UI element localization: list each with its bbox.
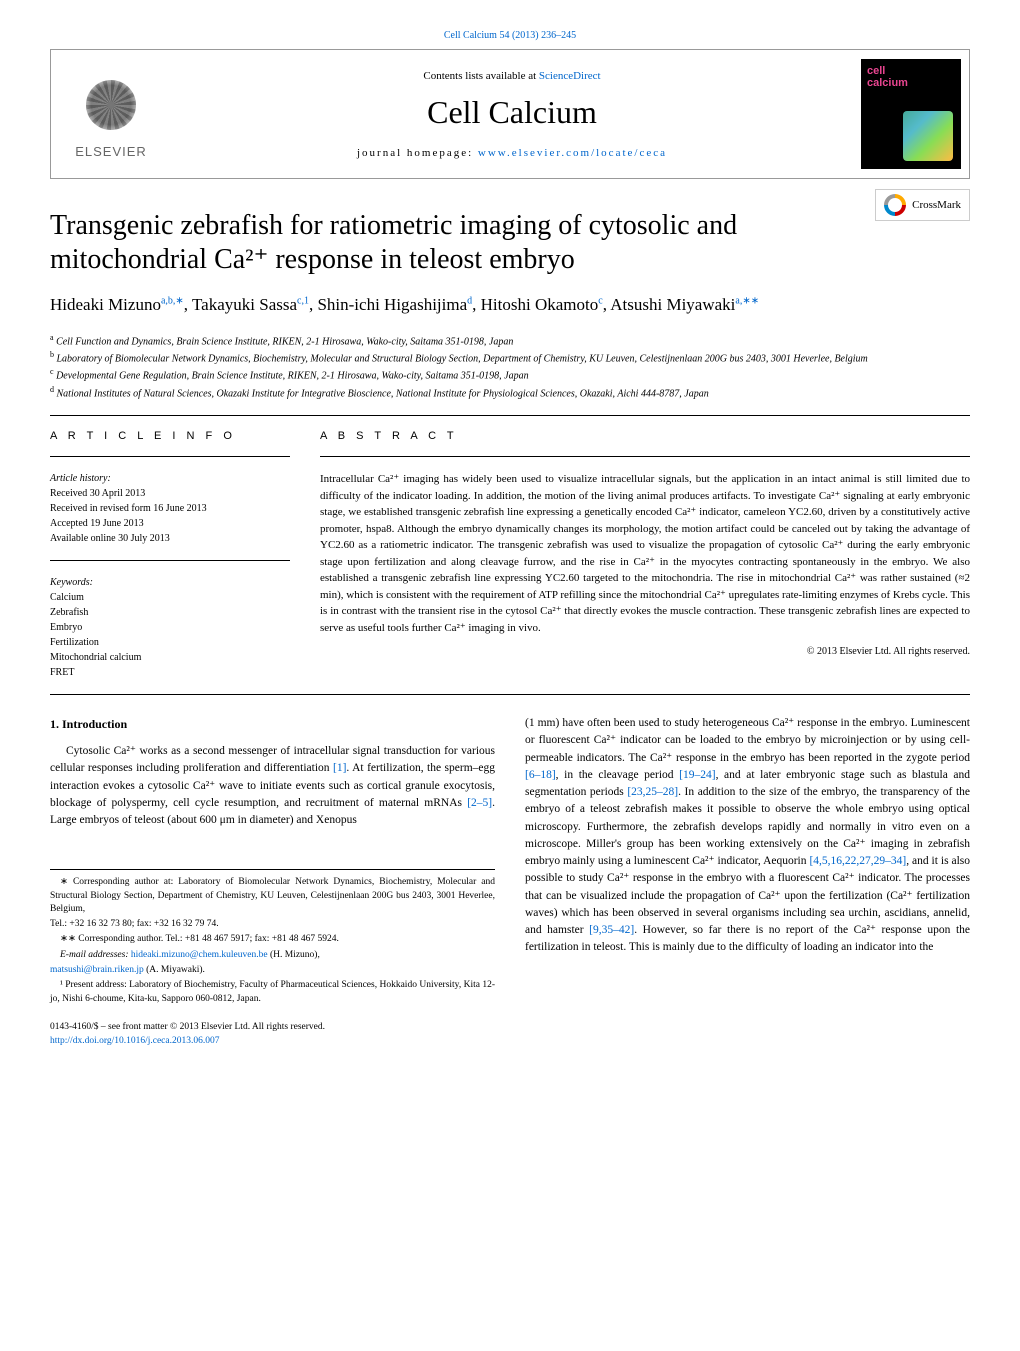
keyword-5: FRET: [50, 665, 290, 680]
keyword-2: Embryo: [50, 620, 290, 635]
footnote-emails: E-mail addresses: hideaki.mizuno@chem.ku…: [50, 949, 495, 962]
ref-link-6[interactable]: [4,5,16,22,27,29–34]: [809, 855, 906, 867]
ref-link-7[interactable]: [9,35–42]: [589, 924, 634, 936]
column-left: 1. Introduction Cytosolic Ca²⁺ works as …: [50, 715, 495, 1048]
ref-link-4[interactable]: [19–24]: [679, 769, 715, 781]
email-name-1: (H. Mizuno),: [268, 950, 320, 960]
cover-text1: cell: [867, 65, 885, 77]
accepted-date: Accepted 19 June 2013: [50, 516, 290, 531]
affiliation-a: a Cell Function and Dynamics, Brain Scie…: [50, 332, 970, 349]
intro-heading: 1. Introduction: [50, 715, 495, 733]
journal-citation[interactable]: Cell Calcium 54 (2013) 236–245: [50, 30, 970, 41]
affiliations: a Cell Function and Dynamics, Brain Scie…: [50, 332, 970, 401]
crossmark-label: CrossMark: [912, 199, 961, 211]
intro-paragraph-1: Cytosolic Ca²⁺ works as a second messeng…: [50, 743, 495, 829]
copyright: © 2013 Elsevier Ltd. All rights reserved…: [320, 646, 970, 657]
keyword-0: Calcium: [50, 590, 290, 605]
elsevier-label: ELSEVIER: [75, 144, 147, 159]
email-link-1[interactable]: hideaki.mizuno@chem.kuleuven.be: [131, 950, 268, 960]
cover-image: [903, 111, 953, 161]
abstract-text: Intracellular Ca²⁺ imaging has widely be…: [320, 471, 970, 636]
keyword-3: Fertilization: [50, 635, 290, 650]
article-info: A R T I C L E I N F O Article history: R…: [50, 430, 290, 680]
abstract: A B S T R A C T Intracellular Ca²⁺ imagi…: [320, 430, 970, 680]
footnote-present: ¹ Present address: Laboratory of Biochem…: [50, 979, 495, 1006]
intro-text-2b: , in the cleavage period: [556, 769, 679, 781]
history-label: Article history:: [50, 471, 290, 486]
author-1-sup: a,b,∗: [161, 296, 184, 307]
divider: [50, 456, 290, 457]
article-dates: Article history: Received 30 April 2013 …: [50, 471, 290, 546]
doi-link[interactable]: http://dx.doi.org/10.1016/j.ceca.2013.06…: [50, 1036, 220, 1046]
ref-link-3[interactable]: [6–18]: [525, 769, 556, 781]
author-4: , Hitoshi Okamoto: [472, 295, 598, 314]
keywords-label: Keywords:: [50, 575, 290, 590]
issn-line: 0143-4160/$ – see front matter © 2013 El…: [50, 1020, 495, 1034]
intro-paragraph-2: (1 mm) have often been used to study het…: [525, 715, 970, 957]
bottom-meta: 0143-4160/$ – see front matter © 2013 El…: [50, 1020, 495, 1049]
abstract-heading: A B S T R A C T: [320, 430, 970, 442]
footnote-email2: matsushi@brain.riken.jp (A. Miyawaki).: [50, 964, 495, 977]
homepage-label: journal homepage:: [357, 147, 478, 159]
keywords: Keywords: Calcium Zebrafish Embryo Ferti…: [50, 575, 290, 680]
affiliation-c: c Developmental Gene Regulation, Brain S…: [50, 366, 970, 383]
email-name-2: (A. Miyawaki).: [144, 965, 205, 975]
journal-title: Cell Calcium: [181, 94, 843, 131]
homepage-link[interactable]: www.elsevier.com/locate/ceca: [478, 147, 667, 159]
intro-text-2a: (1 mm) have often been used to study het…: [525, 717, 970, 764]
crossmark-icon: [884, 194, 906, 216]
cover-title: cellcalcium: [867, 65, 955, 89]
column-right: (1 mm) have often been used to study het…: [525, 715, 970, 1048]
divider: [320, 456, 970, 457]
footnote-tel1: Tel.: +32 16 32 73 80; fax: +32 16 32 79…: [50, 918, 495, 931]
elsevier-logo: ELSEVIER: [51, 50, 171, 178]
divider: [50, 560, 290, 561]
author-2: , Takayuki Sassa: [184, 295, 297, 314]
sciencedirect-link[interactable]: ScienceDirect: [539, 70, 601, 82]
elsevier-tree-icon: [76, 70, 146, 140]
author-3: , Shin-ichi Higashijima: [309, 295, 467, 314]
footnotes: ∗ Corresponding author at: Laboratory of…: [50, 869, 495, 1006]
affiliation-b: b Laboratory of Biomolecular Network Dyn…: [50, 349, 970, 366]
contents-available: Contents lists available at ScienceDirec…: [181, 70, 843, 82]
author-5-sup: a,∗∗: [735, 296, 759, 307]
footnote-corr2: ∗∗ Corresponding author. Tel.: +81 48 46…: [50, 933, 495, 946]
body-content: 1. Introduction Cytosolic Ca²⁺ works as …: [50, 715, 970, 1048]
author-5: , Atsushi Miyawaki: [603, 295, 736, 314]
keyword-1: Zebrafish: [50, 605, 290, 620]
email-label: E-mail addresses:: [60, 950, 131, 960]
journal-header: ELSEVIER Contents lists available at Sci…: [50, 49, 970, 179]
author-2-sup: c,1: [297, 296, 309, 307]
keyword-4: Mitochondrial calcium: [50, 650, 290, 665]
journal-cover: cellcalcium: [861, 59, 961, 169]
divider: [50, 415, 970, 416]
article-title: Transgenic zebrafish for ratiometric ima…: [50, 209, 970, 276]
footnote-corr1: ∗ Corresponding author at: Laboratory of…: [50, 876, 495, 916]
email-link-2[interactable]: matsushi@brain.riken.jp: [50, 965, 144, 975]
cover-text2: calcium: [867, 77, 908, 89]
divider: [50, 694, 970, 695]
online-date: Available online 30 July 2013: [50, 531, 290, 546]
aff-c-text: Developmental Gene Regulation, Brain Sci…: [56, 371, 529, 382]
received-date: Received 30 April 2013: [50, 486, 290, 501]
affiliation-d: d National Institutes of Natural Science…: [50, 384, 970, 401]
article-info-heading: A R T I C L E I N F O: [50, 430, 290, 442]
revised-date: Received in revised form 16 June 2013: [50, 501, 290, 516]
contents-text: Contents lists available at: [423, 70, 538, 82]
author-1: Hideaki Mizuno: [50, 295, 161, 314]
crossmark-badge[interactable]: CrossMark: [875, 189, 970, 221]
ref-link-1[interactable]: [1]: [333, 762, 346, 774]
authors: Hideaki Mizunoa,b,∗, Takayuki Sassac,1, …: [50, 292, 970, 318]
aff-d-text: National Institutes of Natural Sciences,…: [57, 388, 709, 399]
aff-b-text: Laboratory of Biomolecular Network Dynam…: [57, 353, 868, 364]
journal-homepage: journal homepage: www.elsevier.com/locat…: [181, 147, 843, 159]
aff-a-text: Cell Function and Dynamics, Brain Scienc…: [56, 336, 513, 347]
ref-link-2[interactable]: [2–5]: [467, 797, 492, 809]
header-center: Contents lists available at ScienceDirec…: [171, 60, 853, 169]
ref-link-5[interactable]: [23,25–28]: [627, 786, 678, 798]
info-abstract-row: A R T I C L E I N F O Article history: R…: [50, 430, 970, 680]
